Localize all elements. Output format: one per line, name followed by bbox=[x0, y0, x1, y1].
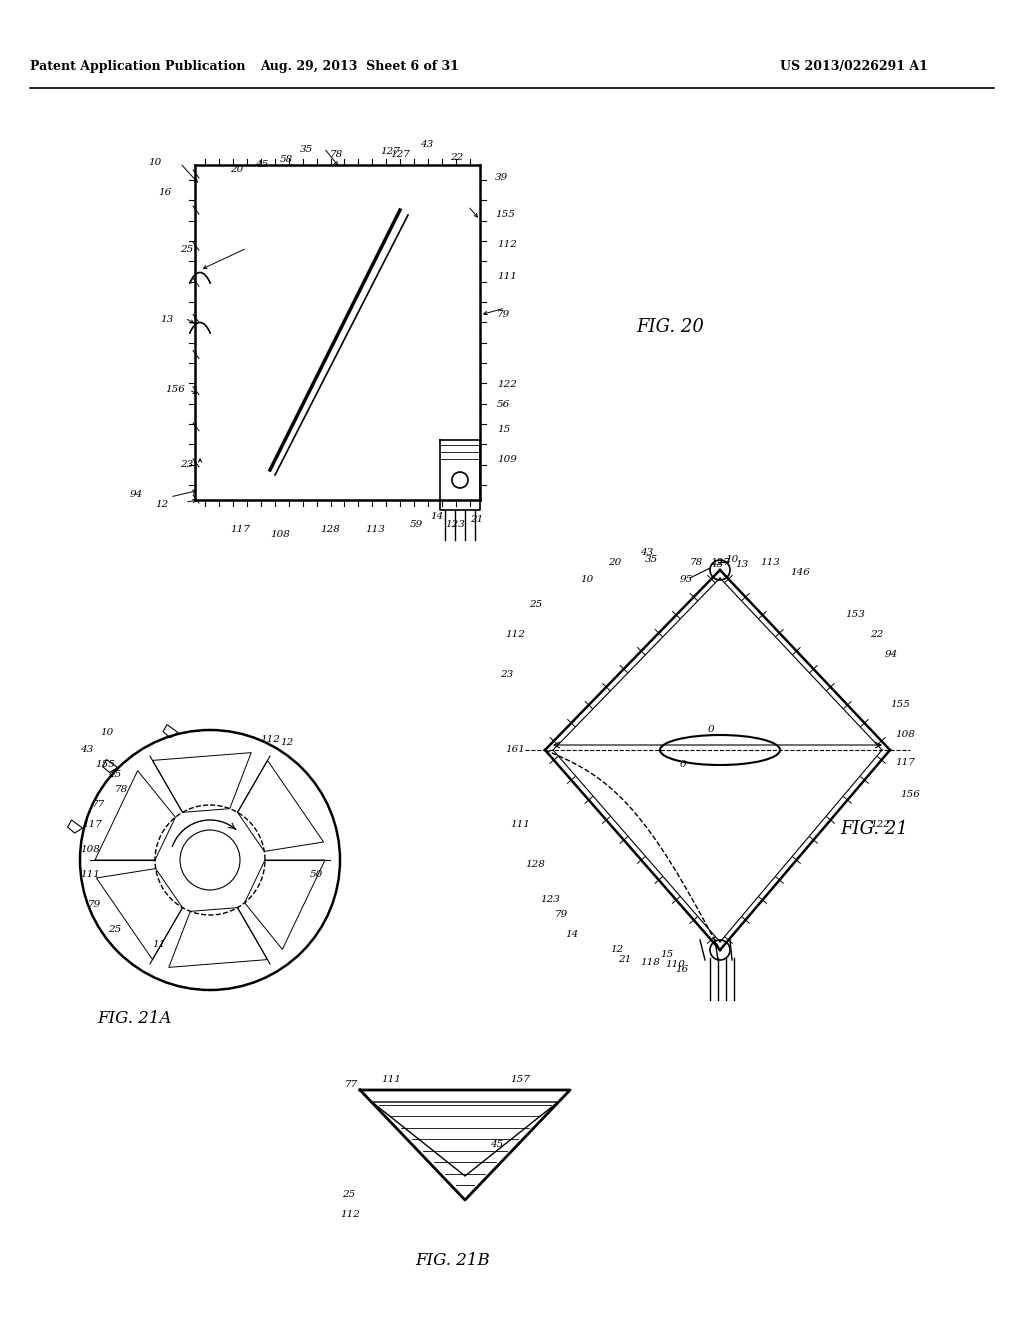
Text: 25: 25 bbox=[108, 925, 121, 935]
Text: 12: 12 bbox=[155, 500, 168, 510]
Text: 127: 127 bbox=[710, 558, 730, 568]
Text: 112: 112 bbox=[260, 735, 280, 744]
Text: 45: 45 bbox=[255, 160, 268, 169]
Text: 109: 109 bbox=[497, 455, 517, 465]
Text: 12: 12 bbox=[610, 945, 624, 954]
Text: 13: 13 bbox=[160, 315, 173, 323]
Text: 78: 78 bbox=[330, 150, 343, 158]
Text: 146: 146 bbox=[790, 568, 810, 577]
Text: 20: 20 bbox=[230, 165, 244, 174]
Text: 77: 77 bbox=[345, 1080, 358, 1089]
Text: 161: 161 bbox=[505, 744, 525, 754]
Text: 35: 35 bbox=[645, 554, 658, 564]
Text: 0: 0 bbox=[680, 760, 687, 770]
Text: 56: 56 bbox=[497, 400, 510, 409]
Text: 112: 112 bbox=[340, 1210, 359, 1218]
Text: 123: 123 bbox=[540, 895, 560, 904]
Text: 127: 127 bbox=[380, 147, 400, 156]
Text: 22: 22 bbox=[870, 630, 884, 639]
Text: 157: 157 bbox=[510, 1074, 529, 1084]
Text: 77: 77 bbox=[92, 800, 105, 809]
Text: 111: 111 bbox=[80, 870, 100, 879]
Text: 25: 25 bbox=[529, 601, 543, 609]
Text: 25: 25 bbox=[180, 246, 194, 253]
Text: 22: 22 bbox=[450, 153, 463, 162]
Text: 23: 23 bbox=[180, 459, 194, 469]
Text: 108: 108 bbox=[80, 845, 100, 854]
Text: 156: 156 bbox=[900, 789, 920, 799]
Text: 16: 16 bbox=[158, 187, 171, 197]
Text: 128: 128 bbox=[319, 525, 340, 535]
Text: 111: 111 bbox=[497, 272, 517, 281]
Text: 45: 45 bbox=[108, 770, 121, 779]
Text: 111: 111 bbox=[381, 1074, 400, 1084]
Text: 39: 39 bbox=[495, 173, 508, 182]
Text: 112: 112 bbox=[505, 630, 525, 639]
Text: FIG. 21B: FIG. 21B bbox=[415, 1251, 489, 1269]
Text: 94: 94 bbox=[130, 490, 143, 499]
Text: Patent Application Publication: Patent Application Publication bbox=[30, 59, 246, 73]
Text: 155: 155 bbox=[95, 760, 115, 770]
Text: 78: 78 bbox=[115, 785, 128, 795]
Text: 16: 16 bbox=[675, 965, 688, 974]
Text: 156: 156 bbox=[165, 385, 185, 393]
Text: 112: 112 bbox=[497, 240, 517, 249]
Text: 79: 79 bbox=[555, 909, 568, 919]
Text: 13: 13 bbox=[735, 560, 749, 569]
Text: US 2013/0226291 A1: US 2013/0226291 A1 bbox=[780, 59, 928, 73]
Text: 43: 43 bbox=[710, 560, 723, 569]
Text: 117: 117 bbox=[82, 820, 101, 829]
Text: 50: 50 bbox=[310, 870, 324, 879]
Text: 153: 153 bbox=[845, 610, 865, 619]
Text: 110: 110 bbox=[665, 960, 685, 969]
Text: 58: 58 bbox=[280, 154, 293, 164]
Text: 122: 122 bbox=[497, 380, 517, 389]
Text: 10: 10 bbox=[580, 576, 593, 583]
Text: 43: 43 bbox=[640, 548, 653, 557]
Text: 155: 155 bbox=[495, 210, 515, 219]
Text: 118: 118 bbox=[640, 958, 659, 968]
Text: 10: 10 bbox=[148, 158, 161, 168]
Text: 113: 113 bbox=[365, 525, 385, 535]
Text: 15: 15 bbox=[660, 950, 673, 960]
Text: 14: 14 bbox=[565, 931, 579, 939]
Text: 117: 117 bbox=[230, 525, 250, 535]
Text: 79: 79 bbox=[497, 310, 510, 319]
Text: 94: 94 bbox=[885, 649, 898, 659]
Text: 12: 12 bbox=[280, 738, 293, 747]
Text: 113: 113 bbox=[760, 558, 780, 568]
Text: 43: 43 bbox=[80, 744, 93, 754]
Text: 95: 95 bbox=[680, 576, 693, 583]
Text: 117: 117 bbox=[895, 758, 914, 767]
Text: FIG. 21A: FIG. 21A bbox=[97, 1010, 171, 1027]
Text: 10: 10 bbox=[100, 729, 114, 737]
Text: 111: 111 bbox=[510, 820, 529, 829]
Text: 45: 45 bbox=[490, 1140, 503, 1148]
Text: 122: 122 bbox=[870, 820, 890, 829]
Text: Aug. 29, 2013  Sheet 6 of 31: Aug. 29, 2013 Sheet 6 of 31 bbox=[260, 59, 460, 73]
Text: 59: 59 bbox=[410, 520, 423, 529]
Text: 21: 21 bbox=[470, 515, 483, 524]
Text: 155: 155 bbox=[890, 700, 910, 709]
Text: 14: 14 bbox=[430, 512, 443, 521]
Text: 127: 127 bbox=[390, 150, 410, 158]
Text: 79: 79 bbox=[88, 900, 101, 909]
Text: 10: 10 bbox=[725, 554, 738, 564]
Text: 15: 15 bbox=[497, 425, 510, 434]
Text: 35: 35 bbox=[300, 145, 313, 154]
Text: FIG. 21: FIG. 21 bbox=[840, 820, 908, 838]
Text: 123: 123 bbox=[445, 520, 465, 529]
Text: 11: 11 bbox=[152, 940, 165, 949]
Text: 108: 108 bbox=[270, 531, 290, 539]
Text: 43: 43 bbox=[420, 140, 433, 149]
Text: 78: 78 bbox=[690, 558, 703, 568]
Text: FIG. 20: FIG. 20 bbox=[636, 318, 703, 337]
Text: 25: 25 bbox=[342, 1191, 355, 1199]
Text: 20: 20 bbox=[608, 558, 622, 568]
Text: 23: 23 bbox=[500, 671, 513, 678]
Text: 21: 21 bbox=[618, 954, 631, 964]
Text: 108: 108 bbox=[895, 730, 914, 739]
Text: 0: 0 bbox=[708, 725, 715, 734]
Text: 128: 128 bbox=[525, 861, 545, 869]
